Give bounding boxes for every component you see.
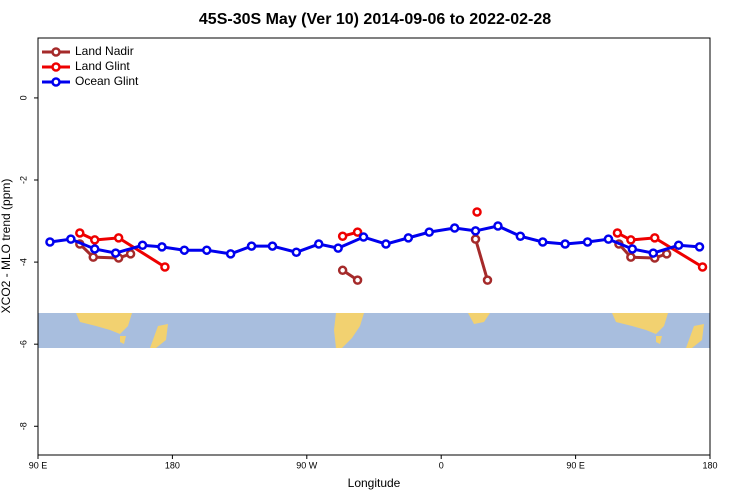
point	[603, 234, 614, 244]
point	[470, 234, 481, 244]
point	[537, 237, 548, 247]
point	[694, 242, 705, 252]
point	[493, 221, 503, 231]
x-tick-label: 180	[702, 460, 717, 470]
map-band	[38, 313, 710, 348]
point	[627, 244, 638, 254]
point	[89, 235, 100, 245]
point	[125, 249, 136, 259]
point	[179, 245, 190, 255]
point	[291, 247, 302, 257]
point	[612, 228, 623, 238]
y-tick-label: -2	[18, 176, 28, 184]
legend-marker	[51, 62, 61, 72]
plot-frame	[37, 37, 711, 456]
point	[113, 233, 124, 243]
point	[673, 240, 684, 251]
legend-marker	[51, 47, 61, 57]
point	[157, 242, 167, 252]
point	[313, 239, 324, 249]
point	[697, 262, 708, 272]
point	[137, 240, 148, 251]
chart-title: 45S-30S May (Ver 10) 2014-09-06 to 2022-…	[199, 11, 551, 28]
point	[267, 241, 278, 251]
point	[352, 275, 363, 285]
point	[482, 275, 493, 285]
y-tick-label: -8	[18, 422, 28, 430]
point	[626, 252, 636, 262]
point	[225, 249, 236, 259]
legend-marker	[51, 77, 61, 87]
point	[75, 228, 85, 238]
point	[110, 248, 121, 258]
x-tick-label: 180	[165, 460, 180, 470]
point	[89, 244, 100, 254]
point	[201, 245, 212, 255]
point	[246, 241, 257, 251]
y-tick-label: -4	[18, 258, 28, 266]
legend-text: Ocean Glint	[75, 74, 139, 88]
series-line	[49, 224, 700, 256]
point	[66, 234, 76, 244]
legend-text: Land Glint	[75, 59, 130, 73]
y-tick-label: 0	[18, 95, 28, 100]
point	[582, 237, 593, 247]
point	[337, 231, 348, 241]
point	[626, 235, 636, 245]
y-axis-label: XCO2 - MLO trend (ppm)	[0, 179, 13, 314]
point	[403, 233, 414, 243]
point	[160, 262, 170, 272]
point	[333, 243, 343, 253]
point	[352, 227, 363, 237]
point	[515, 231, 526, 241]
point	[470, 226, 481, 236]
x-tick-label: 90 E	[566, 460, 585, 470]
x-tick-label: 90 W	[296, 460, 318, 470]
point	[472, 207, 482, 217]
legend-text: Land Nadir	[75, 44, 134, 58]
series-line	[78, 238, 668, 282]
point	[560, 239, 570, 249]
point	[648, 248, 659, 258]
point	[88, 252, 99, 262]
point	[358, 232, 369, 242]
point	[449, 223, 460, 233]
x-axis-label: Longitude	[348, 476, 401, 490]
x-tick-label: 0	[439, 460, 444, 470]
point	[381, 239, 391, 249]
point	[424, 227, 435, 237]
point	[337, 265, 348, 276]
point	[649, 233, 660, 243]
point	[661, 249, 672, 259]
y-tick-label: -6	[18, 340, 28, 348]
x-tick-label: 90 E	[29, 460, 48, 470]
point	[45, 237, 55, 247]
